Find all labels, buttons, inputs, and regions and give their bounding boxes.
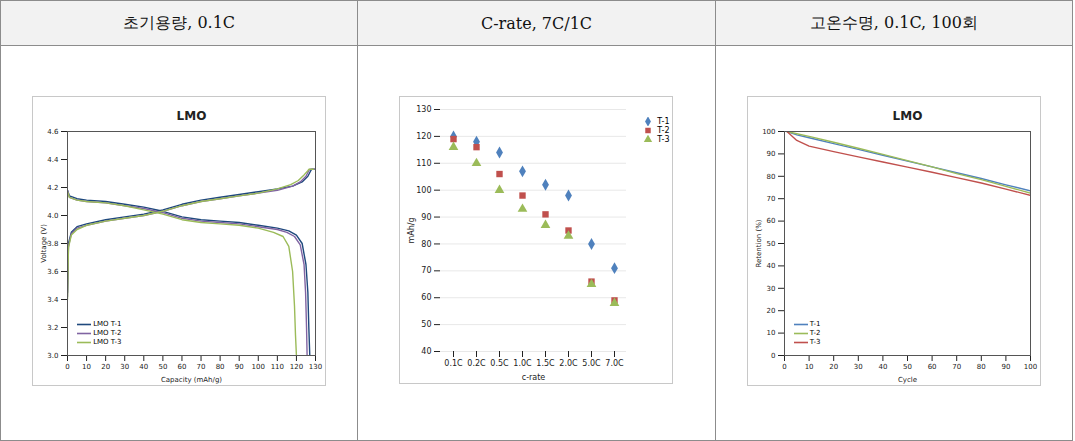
svg-text:20: 20 (766, 307, 775, 315)
svg-text:10: 10 (766, 329, 775, 337)
svg-text:100: 100 (1024, 363, 1037, 371)
svg-text:4.6: 4.6 (48, 128, 60, 136)
svg-text:1.5C: 1.5C (537, 359, 556, 368)
svg-text:50: 50 (903, 363, 912, 371)
svg-text:0.1C: 0.1C (445, 359, 464, 368)
html-text:T-1: T-1 (809, 320, 821, 328)
svg-text:Retention (%): Retention (%) (755, 219, 763, 267)
svg-text:70: 70 (766, 195, 775, 203)
svg-text:LMO: LMO (892, 109, 922, 123)
svg-text:90: 90 (422, 213, 432, 222)
svg-text:90: 90 (235, 363, 244, 371)
svg-text:3.4: 3.4 (48, 296, 60, 304)
svg-text:80: 80 (422, 240, 432, 249)
svg-text:3.0: 3.0 (48, 352, 59, 360)
html-text:LMO T-2: LMO T-2 (93, 329, 122, 337)
html-text:고온수명, 0.1C, 100회: 고온수명, 0.1C, 100회 (809, 12, 978, 32)
svg-text:70: 70 (422, 266, 432, 275)
svg-text:4.0: 4.0 (48, 212, 59, 220)
svg-text:40: 40 (422, 347, 432, 356)
svg-text:0: 0 (771, 352, 775, 360)
svg-text:60: 60 (927, 363, 936, 371)
svg-text:100: 100 (762, 128, 775, 136)
svg-text:5.0C: 5.0C (583, 359, 602, 368)
svg-text:3.6: 3.6 (48, 268, 60, 276)
svg-text:40: 40 (878, 363, 887, 371)
html-text:C-rate, 7C/1C: C-rate, 7C/1C (480, 13, 593, 33)
svg-text:Cycle: Cycle (898, 376, 917, 384)
svg-text:1.0C: 1.0C (514, 359, 533, 368)
svg-text:110: 110 (417, 159, 432, 168)
svg-text:50: 50 (422, 320, 432, 329)
svg-text:40: 40 (766, 262, 775, 270)
svg-text:40: 40 (140, 363, 149, 371)
svg-text:70: 70 (952, 363, 961, 371)
svg-text:20: 20 (829, 363, 838, 371)
html-text:초기용량, 0.1C: 초기용량, 0.1C (123, 12, 236, 32)
svg-text:130: 130 (417, 105, 432, 114)
svg-text:Voltage (V): Voltage (V) (41, 224, 49, 263)
svg-text:130: 130 (309, 363, 322, 371)
svg-text:100: 100 (252, 363, 265, 371)
svg-text:100: 100 (417, 186, 432, 195)
svg-text:80: 80 (766, 173, 775, 181)
svg-text:30: 30 (120, 363, 129, 371)
svg-text:Capacity (mAh/g): Capacity (mAh/g) (161, 376, 222, 384)
svg-text:30: 30 (766, 285, 775, 293)
svg-text:80: 80 (216, 363, 225, 371)
html-text:T-2: T-2 (809, 329, 821, 337)
svg-text:10: 10 (804, 363, 813, 371)
html-text:LMO T-3: LMO T-3 (93, 338, 122, 346)
svg-text:c-rate: c-rate (522, 373, 546, 382)
svg-text:50: 50 (766, 240, 775, 248)
html-text:T-3: T-3 (657, 135, 670, 144)
svg-text:120: 120 (290, 363, 303, 371)
svg-text:60: 60 (766, 217, 775, 225)
svg-text:0: 0 (782, 363, 786, 371)
svg-text:0.5C: 0.5C (491, 359, 510, 368)
svg-text:4.4: 4.4 (48, 156, 60, 164)
svg-text:10: 10 (82, 363, 91, 371)
svg-text:50: 50 (159, 363, 168, 371)
html-text:T-3: T-3 (809, 338, 821, 346)
svg-text:30: 30 (854, 363, 863, 371)
svg-text:110: 110 (271, 363, 284, 371)
svg-text:70: 70 (197, 363, 206, 371)
svg-text:7.0C: 7.0C (606, 359, 625, 368)
svg-text:60: 60 (422, 293, 432, 302)
html-text:T-1: T-1 (657, 117, 670, 126)
svg-text:2.0C: 2.0C (560, 359, 579, 368)
svg-text:90: 90 (1001, 363, 1010, 371)
svg-text:0.2C: 0.2C (468, 359, 487, 368)
svg-text:3.2: 3.2 (48, 324, 59, 332)
svg-text:mAh/g: mAh/g (408, 217, 417, 243)
svg-text:LMO: LMO (177, 109, 207, 123)
svg-text:80: 80 (977, 363, 986, 371)
svg-text:90: 90 (766, 150, 775, 158)
svg-text:60: 60 (178, 363, 187, 371)
html-text:LMO T-1: LMO T-1 (93, 320, 122, 328)
svg-text:0: 0 (65, 363, 69, 371)
svg-text:3.8: 3.8 (48, 240, 59, 248)
svg-text:120: 120 (417, 132, 432, 141)
html-text:T-2: T-2 (657, 126, 670, 135)
svg-text:20: 20 (101, 363, 110, 371)
svg-text:4.2: 4.2 (48, 184, 59, 192)
